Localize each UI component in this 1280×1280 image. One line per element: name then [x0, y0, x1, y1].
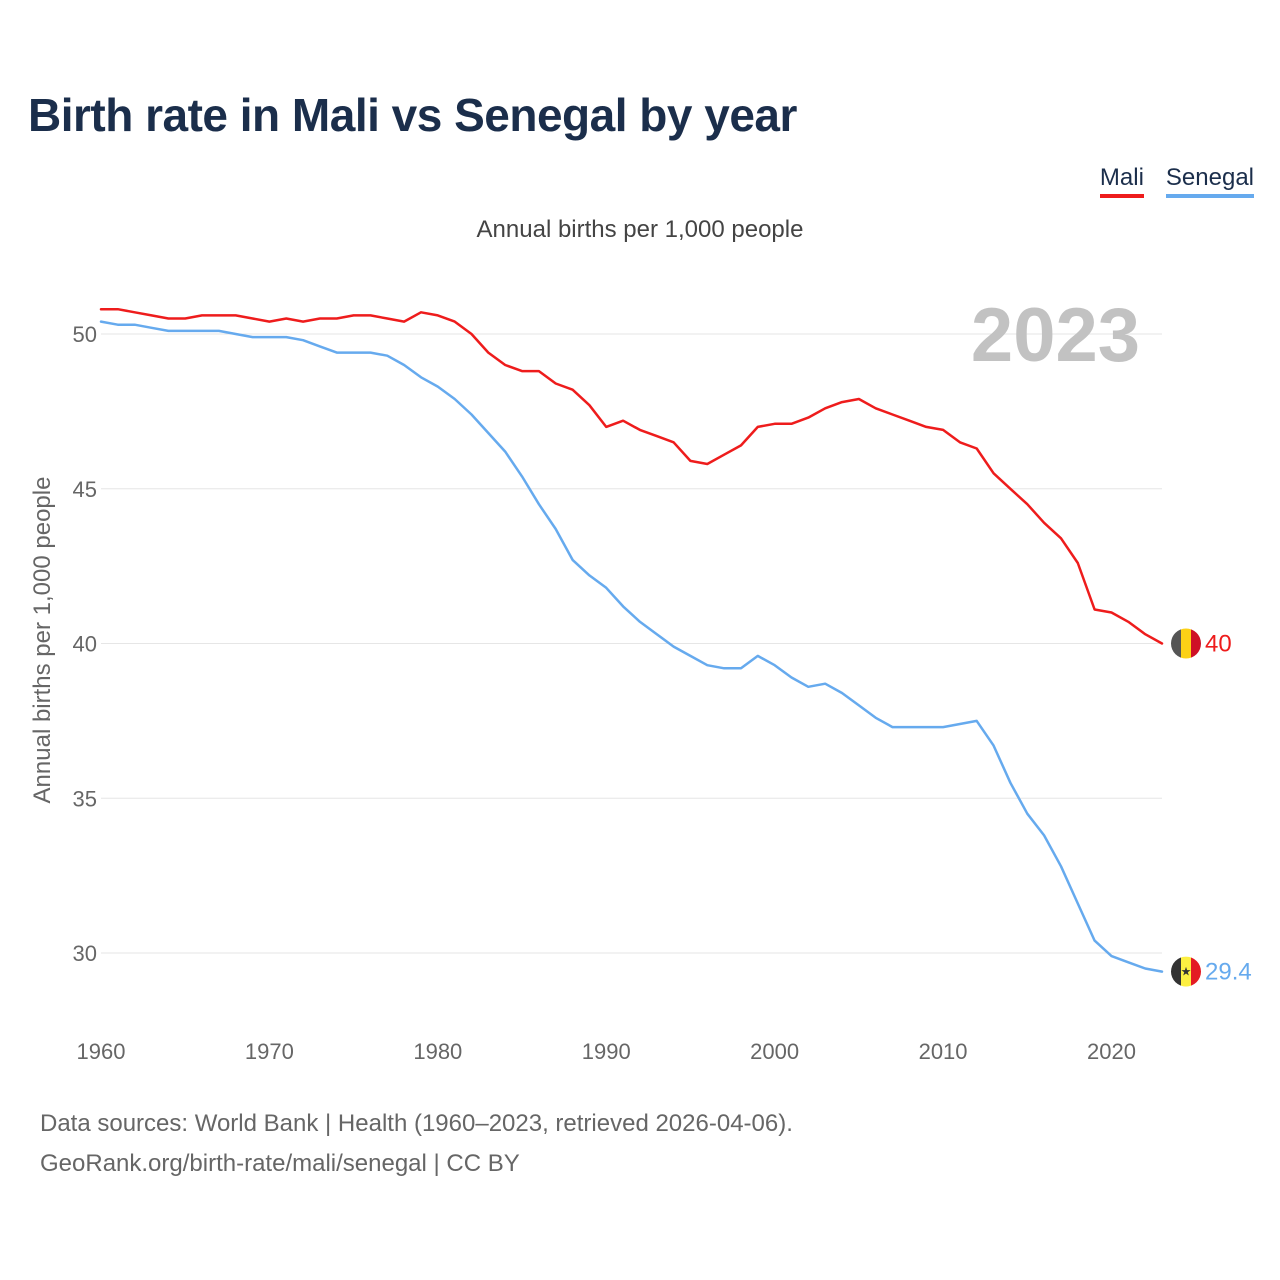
gridlines — [101, 333, 1162, 954]
y-tick-label-40: 40 — [73, 632, 97, 657]
x-tick-label-2020: 2020 — [1087, 1039, 1136, 1064]
end-markers: ★ 40 29.4 — [1171, 628, 1252, 987]
y-tick-label-45: 45 — [73, 477, 97, 502]
data-source-note: Data sources: World Bank | Health (1960–… — [40, 1110, 793, 1137]
senegal-flag-icon: ★ — [1171, 956, 1201, 987]
y-tick-label-30: 30 — [73, 941, 97, 966]
series-lines — [99, 307, 1164, 973]
senegal-end-value: 29.4 — [1205, 959, 1252, 986]
year-label: 2023 — [971, 293, 1140, 378]
y-tick-label-50: 50 — [73, 322, 97, 347]
x-tick-label-1960: 1960 — [77, 1039, 126, 1064]
mali-end-value: 40 — [1205, 631, 1232, 658]
series-line-mali — [99, 307, 1164, 645]
x-tick-label-1980: 1980 — [413, 1039, 462, 1064]
x-tick-label-1970: 1970 — [245, 1039, 294, 1064]
mali-flag-icon — [1171, 628, 1201, 659]
y-tick-label-35: 35 — [73, 786, 97, 811]
y-axis-ticks: 30 35 40 45 50 — [73, 322, 97, 966]
source-url: GeoRank.org/birth-rate/mali/senegal | CC… — [40, 1150, 520, 1177]
series-line-senegal — [99, 320, 1164, 973]
x-axis-ticks: 1960 1970 1980 1990 2000 2010 2020 — [77, 1039, 1136, 1064]
footer: Data sources: World Bank | Health (1960–… — [40, 1104, 793, 1184]
legend-item-senegal[interactable]: Senegal — [1165, 164, 1254, 198]
x-tick-label-1990: 1990 — [582, 1039, 631, 1064]
chart-title: Birth rate in Mali vs Senegal by year — [28, 89, 797, 141]
svg-text:★: ★ — [1181, 965, 1192, 979]
legend-item-mali[interactable]: Mali — [1099, 164, 1144, 198]
x-tick-label-2010: 2010 — [919, 1039, 968, 1064]
x-tick-label-2000: 2000 — [750, 1039, 799, 1064]
legend: Mali Senegal — [1099, 164, 1254, 198]
chart-subtitle: Annual births per 1,000 people — [476, 216, 804, 243]
